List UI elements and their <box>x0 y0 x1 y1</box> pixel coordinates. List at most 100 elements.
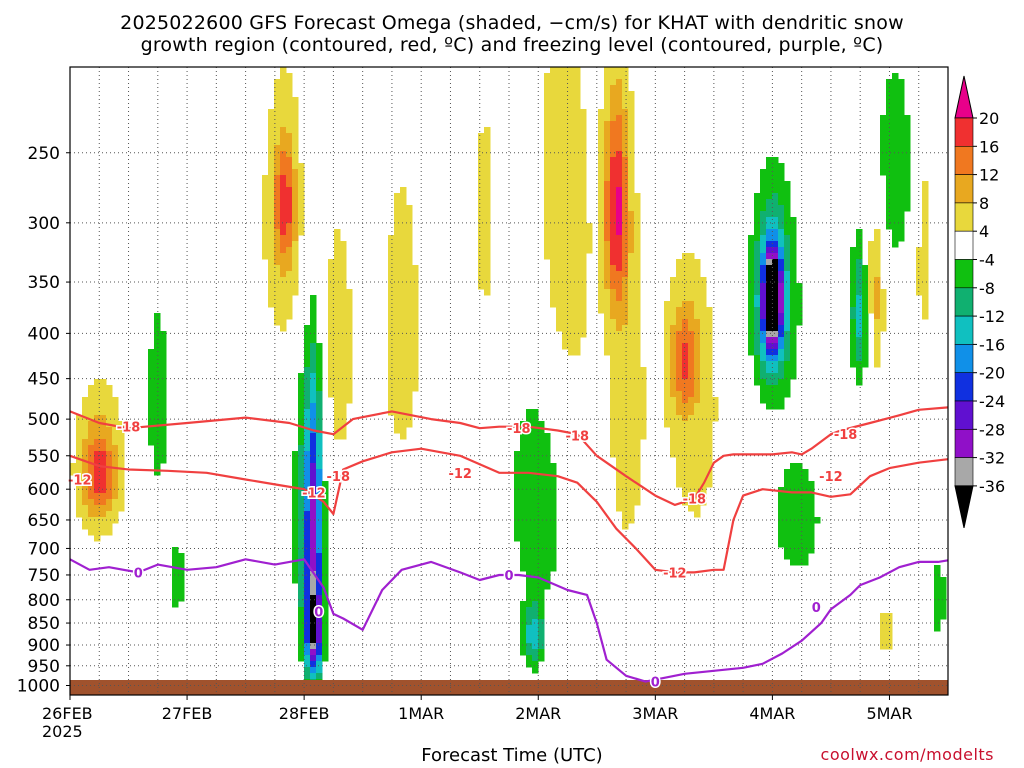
omega-cell <box>940 613 947 620</box>
omega-cell <box>610 241 617 248</box>
omega-cell <box>82 409 89 416</box>
omega-cell <box>856 289 863 296</box>
omega-cell <box>526 427 533 434</box>
omega-cell <box>892 109 899 116</box>
omega-cell <box>544 475 551 482</box>
x-tick-label: 2MAR <box>515 704 561 723</box>
omega-cell <box>922 271 929 278</box>
omega-cell <box>310 337 317 344</box>
omega-cell <box>88 421 95 428</box>
omega-cell <box>556 223 563 230</box>
omega-cell <box>604 85 611 92</box>
omega-cell <box>616 325 623 332</box>
omega-cell <box>664 355 671 362</box>
omega-cell <box>268 193 275 200</box>
omega-cell <box>562 289 569 296</box>
omega-cell <box>298 649 305 656</box>
omega-cell <box>748 337 755 344</box>
omega-cell <box>550 79 557 86</box>
omega-cell <box>280 103 287 110</box>
omega-cell <box>598 181 605 188</box>
omega-cell <box>484 187 491 194</box>
omega-cell <box>622 259 629 266</box>
omega-cell <box>400 217 407 224</box>
omega-cell <box>562 151 569 158</box>
omega-cell <box>292 487 299 494</box>
omega-cell <box>298 511 305 518</box>
omega-cell <box>400 397 407 404</box>
omega-cell <box>694 301 701 308</box>
omega-cell <box>484 217 491 224</box>
omega-cell <box>790 247 797 254</box>
omega-cell <box>862 271 869 278</box>
omega-cell <box>850 337 857 344</box>
omega-cell <box>262 175 269 182</box>
omega-cell <box>892 127 899 134</box>
omega-cell <box>550 85 557 92</box>
omega-cell <box>388 313 395 320</box>
omega-cell <box>172 601 179 608</box>
omega-cell <box>400 235 407 242</box>
credit-link[interactable]: coolwx.com/modelts <box>820 745 994 764</box>
omega-cell <box>766 325 773 332</box>
omega-cell <box>316 415 323 422</box>
omega-cell <box>484 133 491 140</box>
omega-cell <box>568 277 575 284</box>
omega-cell <box>796 295 803 302</box>
omega-cell <box>304 499 311 506</box>
omega-cell <box>568 343 575 350</box>
omega-cell <box>766 229 773 236</box>
omega-cell <box>556 145 563 152</box>
omega-cell <box>94 529 101 536</box>
omega-cell <box>880 163 887 170</box>
omega-cell <box>802 505 809 512</box>
omega-cell <box>574 247 581 254</box>
omega-cell <box>82 481 89 488</box>
omega-cell <box>340 409 347 416</box>
omega-cell <box>544 187 551 194</box>
omega-cell <box>520 541 527 548</box>
omega-cell <box>286 229 293 236</box>
omega-cell <box>406 373 413 380</box>
omega-cell <box>556 205 563 212</box>
omega-cell <box>400 259 407 266</box>
omega-cell <box>292 187 299 194</box>
omega-cell <box>568 145 575 152</box>
omega-cell <box>322 631 329 638</box>
omega-cell <box>574 91 581 98</box>
omega-cell <box>400 199 407 206</box>
omega-cell <box>682 439 689 446</box>
omega-cell <box>274 163 281 170</box>
omega-cell <box>76 475 83 482</box>
omega-cell <box>622 133 629 140</box>
omega-cell <box>298 481 305 488</box>
omega-cell <box>304 451 311 458</box>
omega-cell <box>898 169 905 176</box>
omega-cell <box>292 175 299 182</box>
omega-cell <box>628 355 635 362</box>
omega-cell <box>622 127 629 134</box>
omega-cell <box>268 301 275 308</box>
omega-cell <box>310 385 317 392</box>
omega-cell <box>628 397 635 404</box>
omega-cell <box>700 385 707 392</box>
omega-cell <box>616 349 623 356</box>
omega-cell <box>106 445 113 452</box>
omega-cell <box>322 571 329 578</box>
omega-cell <box>610 97 617 104</box>
omega-cell <box>880 613 887 620</box>
omega-cell <box>82 403 89 410</box>
omega-cell <box>856 229 863 236</box>
omega-cell <box>514 523 521 530</box>
omega-cell <box>160 337 167 344</box>
omega-cell <box>394 325 401 332</box>
dgz-isotherm-contour <box>69 406 949 506</box>
omega-cell <box>682 475 689 482</box>
omega-cell <box>118 469 125 476</box>
omega-cell <box>796 529 803 536</box>
omega-cell <box>550 493 557 500</box>
omega-cell <box>304 505 311 512</box>
omega-cell <box>520 427 527 434</box>
omega-cell <box>814 517 821 524</box>
omega-cell <box>394 301 401 308</box>
